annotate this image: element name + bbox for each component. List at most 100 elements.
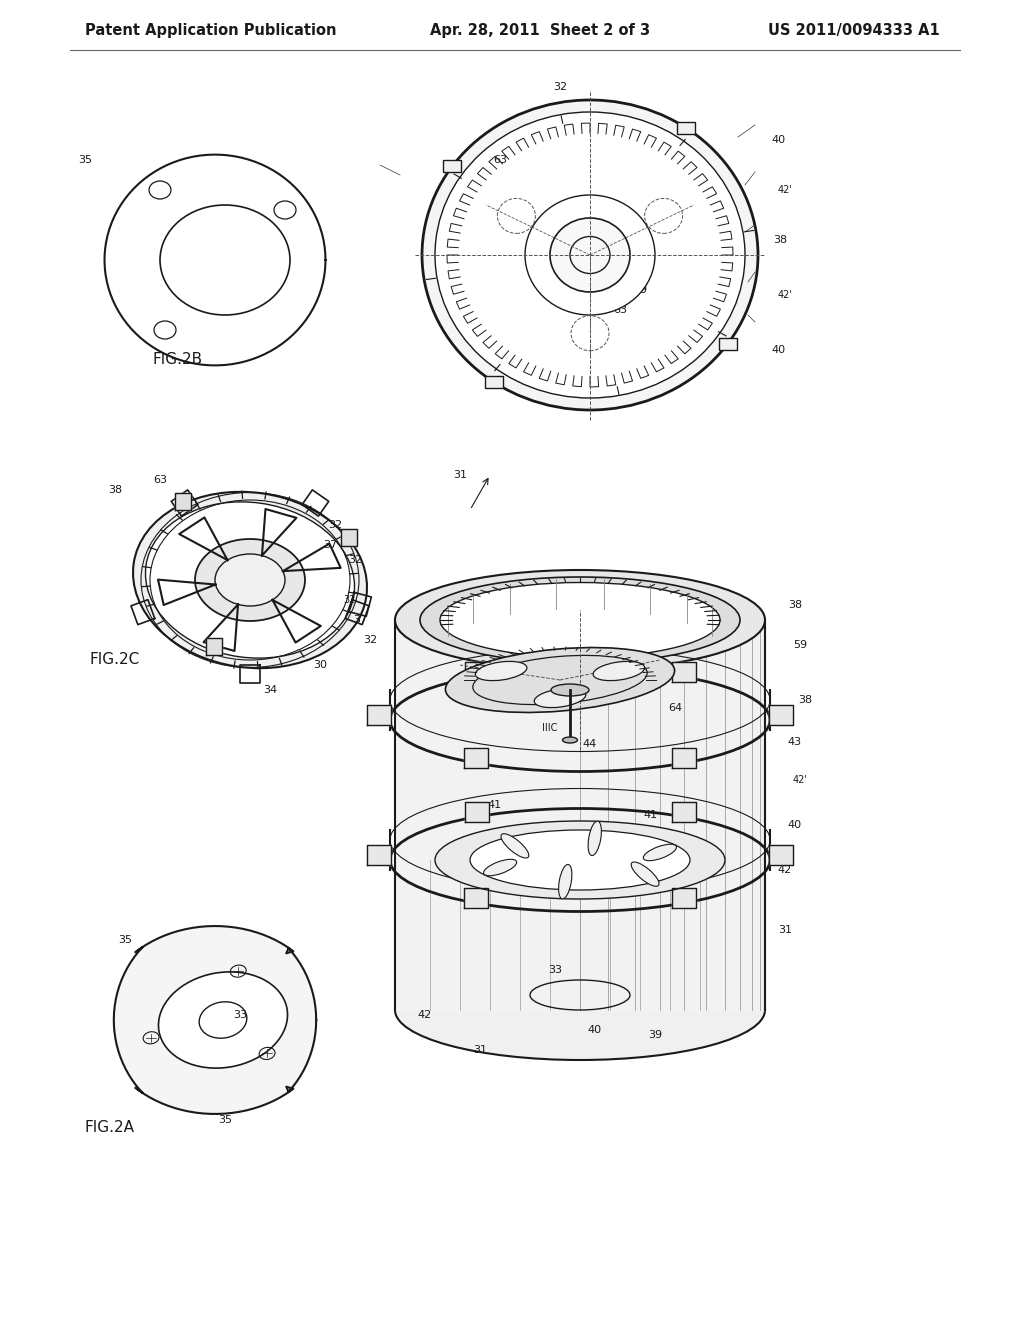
Ellipse shape xyxy=(631,862,659,886)
Text: 32: 32 xyxy=(328,520,342,531)
Text: 43: 43 xyxy=(787,737,802,747)
Text: 30: 30 xyxy=(313,660,327,671)
Polygon shape xyxy=(465,748,488,768)
Text: 20: 20 xyxy=(558,209,572,218)
Polygon shape xyxy=(672,888,695,908)
Text: 64: 64 xyxy=(513,870,527,880)
Ellipse shape xyxy=(159,972,288,1068)
Polygon shape xyxy=(367,845,391,865)
Ellipse shape xyxy=(593,661,645,681)
Text: 32: 32 xyxy=(348,554,362,565)
Text: 40: 40 xyxy=(771,135,785,145)
Ellipse shape xyxy=(195,539,305,620)
Text: 40: 40 xyxy=(588,1026,602,1035)
Text: 38: 38 xyxy=(798,696,812,705)
Text: 42: 42 xyxy=(418,1010,432,1020)
Bar xyxy=(443,160,462,172)
Text: .59.: .59. xyxy=(198,576,219,585)
Text: FIG.2C: FIG.2C xyxy=(90,652,140,668)
Text: 39: 39 xyxy=(633,285,647,294)
Polygon shape xyxy=(769,705,793,725)
Polygon shape xyxy=(672,801,695,821)
Polygon shape xyxy=(465,801,488,821)
Text: 60: 60 xyxy=(653,647,667,657)
Text: FIG.2A: FIG.2A xyxy=(85,1121,135,1135)
Ellipse shape xyxy=(559,865,571,899)
Text: 40: 40 xyxy=(787,820,802,830)
Ellipse shape xyxy=(551,684,589,696)
Ellipse shape xyxy=(470,830,690,890)
Text: 35: 35 xyxy=(218,1115,232,1125)
Text: 42': 42' xyxy=(793,775,808,785)
Ellipse shape xyxy=(550,218,630,292)
Ellipse shape xyxy=(535,689,586,708)
Ellipse shape xyxy=(145,502,354,659)
Text: 33: 33 xyxy=(548,965,562,975)
Ellipse shape xyxy=(133,492,367,668)
Text: 59: 59 xyxy=(458,640,472,649)
Text: 31: 31 xyxy=(778,925,792,935)
Text: 32: 32 xyxy=(362,635,377,645)
Text: 41: 41 xyxy=(488,800,502,810)
Text: 42: 42 xyxy=(593,686,607,697)
Text: 64: 64 xyxy=(668,704,682,713)
Text: 42': 42' xyxy=(777,290,793,300)
Ellipse shape xyxy=(420,577,740,663)
Text: 32: 32 xyxy=(553,82,567,92)
Polygon shape xyxy=(672,748,695,768)
Ellipse shape xyxy=(525,195,655,315)
Text: 31: 31 xyxy=(473,1045,487,1055)
Text: US 2011/0094333 A1: US 2011/0094333 A1 xyxy=(768,22,940,37)
Ellipse shape xyxy=(215,554,285,606)
Bar xyxy=(719,338,736,350)
Text: Patent Application Publication: Patent Application Publication xyxy=(85,22,337,37)
Text: .60.: .60. xyxy=(238,573,262,586)
Polygon shape xyxy=(465,888,488,908)
Ellipse shape xyxy=(395,570,765,671)
Ellipse shape xyxy=(422,100,758,411)
Polygon shape xyxy=(465,661,488,681)
Ellipse shape xyxy=(562,737,578,743)
Text: 38: 38 xyxy=(773,235,787,246)
Ellipse shape xyxy=(588,821,601,855)
Text: FIG.2B: FIG.2B xyxy=(153,352,203,367)
Text: 39: 39 xyxy=(648,1030,663,1040)
Text: 63: 63 xyxy=(493,154,507,165)
Ellipse shape xyxy=(643,845,677,861)
Polygon shape xyxy=(206,638,222,655)
Bar xyxy=(677,121,695,135)
Text: 32: 32 xyxy=(344,595,356,605)
Polygon shape xyxy=(174,492,190,510)
Text: Apr. 28, 2011  Sheet 2 of 3: Apr. 28, 2011 Sheet 2 of 3 xyxy=(430,22,650,37)
Polygon shape xyxy=(114,927,316,1114)
Text: 37: 37 xyxy=(353,615,367,624)
Ellipse shape xyxy=(501,834,528,858)
Ellipse shape xyxy=(445,648,675,713)
Text: IIIC: IIIC xyxy=(543,723,558,733)
Text: 40: 40 xyxy=(771,345,785,355)
Polygon shape xyxy=(672,661,695,681)
Polygon shape xyxy=(367,705,391,725)
Text: 33: 33 xyxy=(233,1010,247,1020)
Text: 42: 42 xyxy=(778,865,793,875)
Ellipse shape xyxy=(395,960,765,1060)
Text: 63: 63 xyxy=(153,475,167,484)
Polygon shape xyxy=(341,529,356,546)
Text: 63: 63 xyxy=(613,305,627,315)
Text: 38: 38 xyxy=(787,601,802,610)
Text: 35: 35 xyxy=(118,935,132,945)
Text: 63: 63 xyxy=(528,680,542,690)
Text: 44: 44 xyxy=(583,739,597,748)
Ellipse shape xyxy=(440,582,720,657)
Text: 31: 31 xyxy=(453,470,467,480)
Polygon shape xyxy=(769,845,793,865)
Text: 41: 41 xyxy=(643,810,657,820)
Ellipse shape xyxy=(483,859,517,875)
Text: 38: 38 xyxy=(523,647,537,657)
Ellipse shape xyxy=(475,661,527,681)
Ellipse shape xyxy=(435,821,725,899)
Text: 42': 42' xyxy=(777,185,793,195)
Text: 37: 37 xyxy=(323,540,337,550)
Text: 59: 59 xyxy=(793,640,807,649)
Text: 33: 33 xyxy=(588,246,602,255)
